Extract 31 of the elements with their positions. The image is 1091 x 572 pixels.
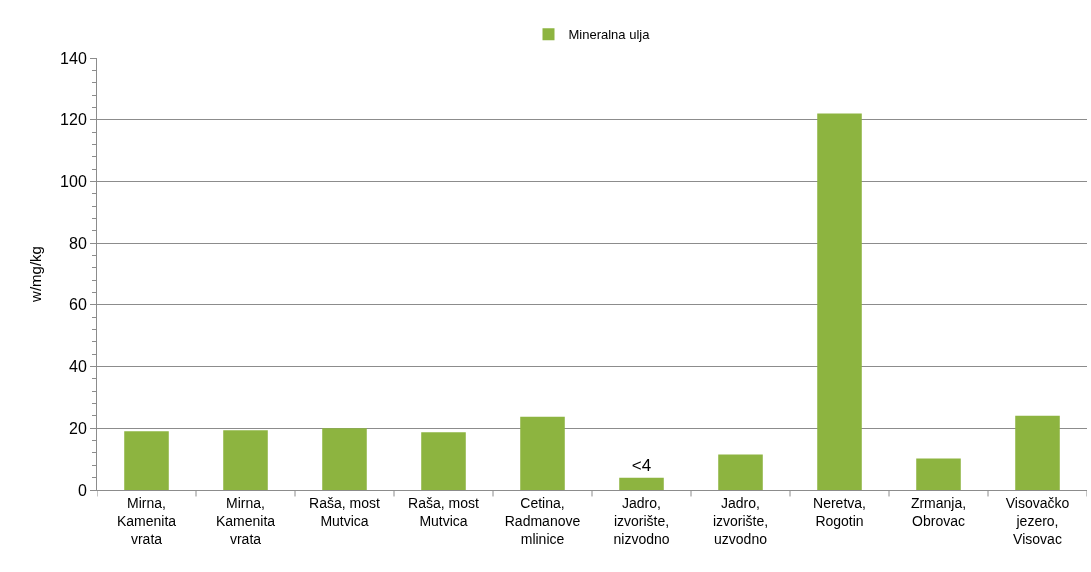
bar: [619, 477, 664, 490]
y-tick-label: 100: [60, 173, 87, 191]
x-tick-label: Jadro, izvorište, uzvodno: [712, 494, 769, 548]
bar: [322, 428, 367, 490]
x-tick-label: Neretva, Rogotin: [813, 494, 866, 529]
bar: [817, 113, 862, 490]
bar: [520, 416, 565, 490]
x-tick-label: Visovačko jezero, Visovac: [1005, 494, 1070, 548]
x-tick-label: Jadro, izvorište, nizvodno: [613, 494, 670, 548]
y-tick-label: 120: [60, 111, 87, 129]
y-tick-label: 140: [60, 49, 87, 67]
y-tick-label: 80: [69, 234, 87, 252]
bar: [718, 454, 763, 490]
x-tick-label: Raša, most Mutvica: [408, 494, 479, 529]
bar: [124, 431, 169, 490]
y-tick-label: 20: [69, 419, 87, 437]
bar: [223, 430, 268, 490]
x-tick-label: Cetina, Radmanove mlinice: [504, 494, 581, 548]
x-tick-label: Zrmanja, Obrovac: [910, 494, 967, 529]
x-tick-label: Mirna, Kamenita vrata: [215, 494, 276, 548]
y-axis-title: w/mg/kg: [27, 246, 45, 303]
legend-label: Mineralna ulja: [568, 27, 651, 43]
y-tick-label: 0: [77, 481, 87, 499]
x-tick-label: Mirna, Kamenita vrata: [116, 494, 177, 548]
bar: [421, 432, 466, 490]
x-tick-label: Raša, most Mutvica: [309, 494, 380, 529]
bar: [1015, 415, 1060, 490]
data-label: <4: [631, 455, 652, 475]
y-tick-label: 60: [69, 296, 87, 314]
y-tick-label: 40: [69, 358, 87, 376]
bar: [916, 458, 961, 490]
